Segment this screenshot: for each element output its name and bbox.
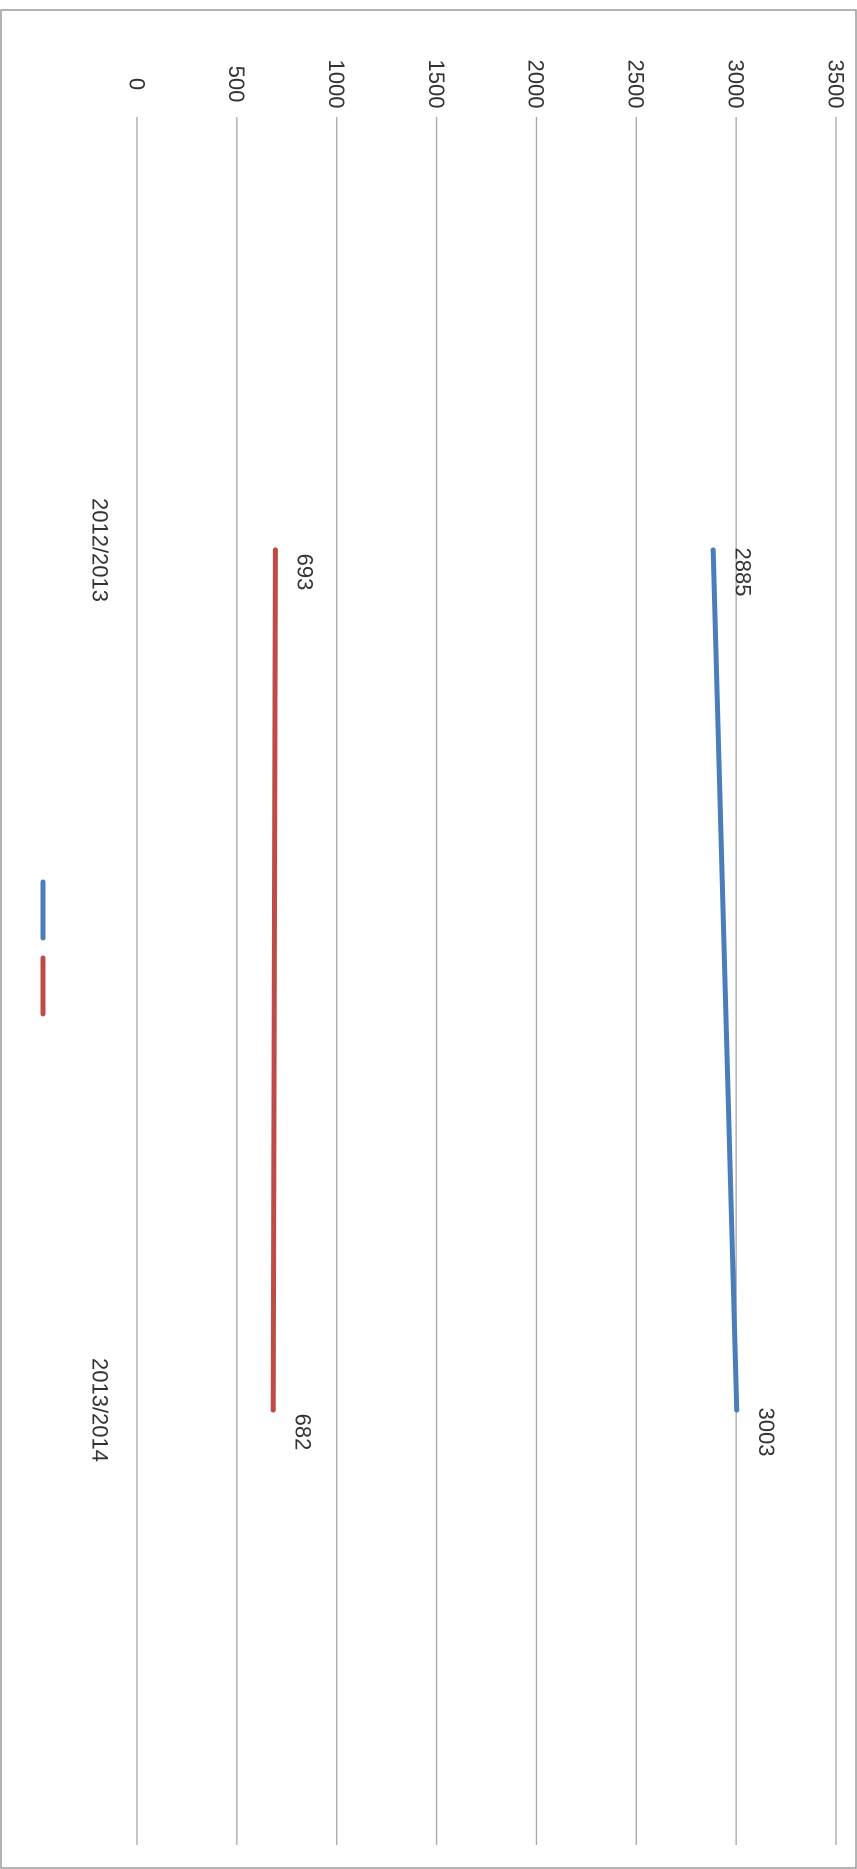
data-label: 682 (291, 1414, 316, 1451)
y-tick-label: 500 (224, 66, 249, 103)
series-line-1 (710, 547, 740, 1413)
chart-border (0, 9, 857, 1869)
data-label: 2885 (730, 548, 755, 597)
y-tick-label: 2000 (524, 60, 549, 109)
data-point (270, 1407, 276, 1413)
series-line-2 (270, 547, 278, 1413)
y-tick-label: 1000 (324, 60, 349, 109)
category-label: 2013/2014 (87, 1358, 112, 1462)
category-label: 2012/2013 (87, 498, 112, 602)
y-tick-label: 0 (124, 78, 149, 90)
y-tick-label: 3000 (723, 60, 748, 109)
y-tick-label: 3500 (823, 60, 848, 109)
y-tick-label: 2500 (624, 60, 649, 109)
data-label: 3003 (754, 1408, 779, 1457)
data-point (272, 547, 278, 553)
data-label: 693 (293, 554, 318, 591)
y-tick-label: 1500 (424, 60, 449, 109)
data-point (710, 547, 716, 553)
data-point (734, 1407, 740, 1413)
